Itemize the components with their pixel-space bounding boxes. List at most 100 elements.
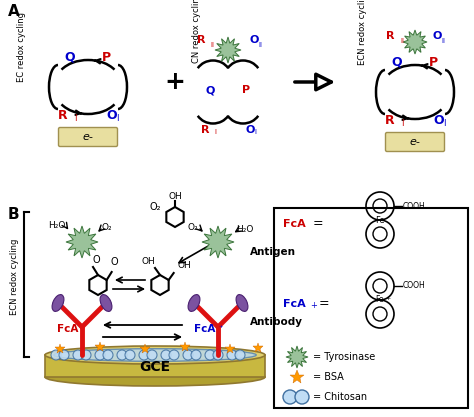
Ellipse shape [52, 294, 64, 311]
Text: OH: OH [178, 261, 192, 269]
Text: II: II [400, 38, 404, 44]
Text: I: I [254, 129, 256, 135]
Text: I: I [443, 118, 446, 128]
Polygon shape [286, 346, 308, 368]
Text: Fe: Fe [376, 296, 384, 304]
Polygon shape [202, 226, 234, 258]
Text: R: R [386, 31, 395, 41]
Circle shape [205, 350, 215, 360]
Circle shape [139, 350, 149, 360]
Polygon shape [215, 37, 241, 63]
Text: EC redox cycling: EC redox cycling [18, 12, 27, 82]
Circle shape [51, 350, 61, 360]
Text: R: R [198, 35, 206, 45]
Circle shape [169, 350, 179, 360]
Text: = BSA: = BSA [313, 372, 344, 382]
Text: Q: Q [64, 50, 75, 63]
Text: +: + [164, 70, 185, 94]
Text: B: B [8, 207, 19, 222]
Text: Q: Q [205, 85, 215, 95]
Circle shape [125, 350, 135, 360]
Text: O: O [92, 255, 100, 265]
Circle shape [213, 350, 223, 360]
Text: A: A [8, 4, 20, 19]
FancyBboxPatch shape [274, 208, 468, 408]
Polygon shape [403, 30, 427, 54]
Text: I: I [116, 113, 118, 123]
Text: Antibody: Antibody [250, 317, 303, 327]
Text: =: = [313, 218, 324, 231]
Text: OH: OH [141, 258, 155, 266]
Text: e-: e- [82, 132, 93, 142]
Text: FcA: FcA [57, 324, 79, 334]
Text: Q: Q [392, 55, 402, 68]
Circle shape [95, 350, 105, 360]
Text: +: + [385, 296, 390, 301]
Text: O: O [106, 108, 117, 121]
Text: +: + [310, 301, 317, 310]
Text: O₂: O₂ [102, 223, 112, 231]
Circle shape [227, 350, 237, 360]
FancyBboxPatch shape [385, 133, 445, 151]
Text: GCE: GCE [139, 360, 171, 374]
Text: = Tyrosinase: = Tyrosinase [313, 352, 375, 362]
Text: R: R [58, 108, 68, 121]
Text: II: II [210, 42, 214, 48]
Text: I: I [74, 113, 76, 123]
Polygon shape [66, 226, 98, 258]
Circle shape [191, 350, 201, 360]
Text: P: P [101, 50, 110, 63]
Text: H₂O: H₂O [48, 221, 66, 229]
Circle shape [183, 350, 193, 360]
Text: COOH: COOH [403, 201, 426, 211]
Text: O: O [433, 113, 444, 126]
Text: Antigen: Antigen [250, 247, 296, 257]
Ellipse shape [188, 294, 200, 311]
Text: = Chitosan: = Chitosan [313, 392, 367, 402]
Ellipse shape [100, 294, 112, 311]
Text: CN redox cycling: CN redox cycling [192, 0, 201, 63]
Ellipse shape [45, 368, 265, 386]
Text: P: P [428, 55, 438, 68]
Ellipse shape [236, 294, 248, 311]
Text: I: I [401, 118, 403, 128]
Text: FcA: FcA [283, 299, 306, 309]
FancyBboxPatch shape [58, 128, 118, 146]
Circle shape [59, 350, 69, 360]
Text: O: O [433, 31, 442, 41]
Bar [45, 355, 265, 377]
Circle shape [161, 350, 171, 360]
Text: R: R [201, 125, 210, 135]
Text: ⁺: ⁺ [218, 324, 222, 332]
Circle shape [283, 390, 297, 404]
Text: FcA: FcA [283, 219, 306, 229]
Circle shape [73, 350, 83, 360]
Text: COOH: COOH [403, 281, 426, 291]
Circle shape [117, 350, 127, 360]
Text: II: II [441, 38, 445, 44]
Text: OH: OH [168, 191, 182, 201]
Text: O: O [250, 35, 259, 45]
Text: ECN redox cycling: ECN redox cycling [10, 239, 19, 315]
Circle shape [147, 350, 157, 360]
Text: P: P [242, 85, 250, 95]
Text: II: II [258, 42, 262, 48]
Ellipse shape [54, 349, 256, 361]
Text: O₂: O₂ [188, 223, 198, 231]
Circle shape [235, 350, 245, 360]
Text: e-: e- [410, 137, 420, 147]
Ellipse shape [45, 346, 265, 364]
Text: O: O [110, 257, 118, 267]
Text: O: O [246, 125, 255, 135]
Text: R: R [385, 113, 395, 126]
Text: =: = [319, 297, 329, 311]
Text: FcA: FcA [194, 324, 216, 334]
Text: ECN redox cycling: ECN redox cycling [358, 0, 367, 65]
Text: H₂O: H₂O [237, 224, 254, 234]
Text: I: I [214, 129, 216, 135]
Circle shape [81, 350, 91, 360]
Text: Fe: Fe [375, 216, 385, 224]
Text: O₂: O₂ [149, 202, 161, 212]
Circle shape [103, 350, 113, 360]
Circle shape [295, 390, 309, 404]
